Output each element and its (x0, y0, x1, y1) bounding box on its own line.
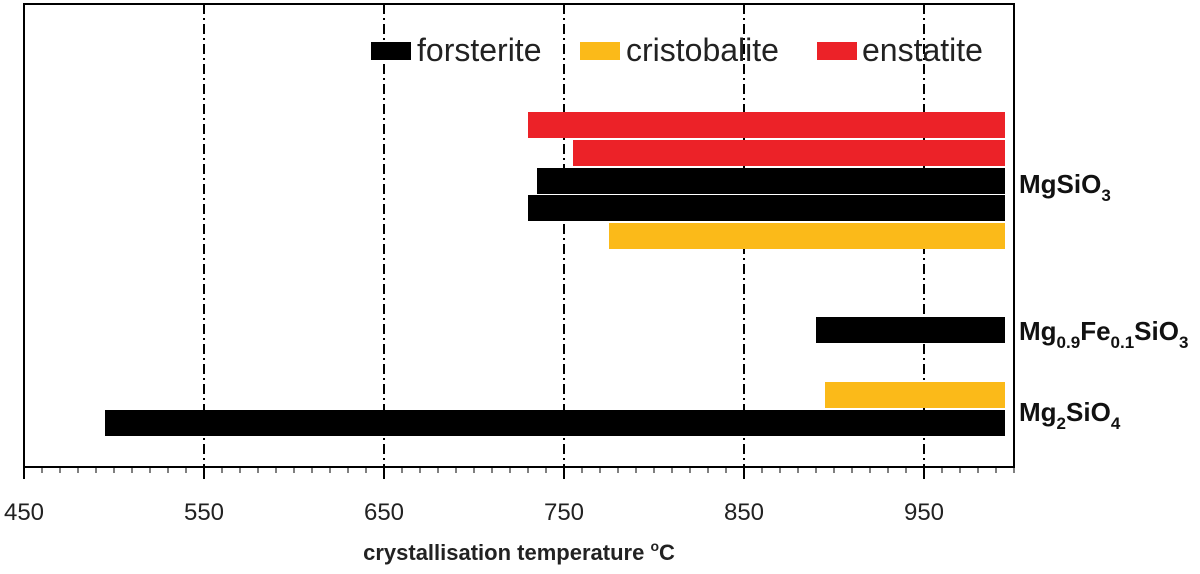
group-labels: MgSiO3 Mg0.9Fe0.1SiO3 Mg2SiO4 (1019, 169, 1188, 433)
x-tick-label-650: 650 (364, 499, 404, 526)
x-tick-label-450: 450 (4, 499, 44, 526)
x-axis-ticks (23, 467, 1015, 479)
group-label-mgsio3: MgSiO3 (1019, 169, 1111, 205)
legend-swatch-enstatite (817, 42, 857, 60)
x-tick-label-550: 550 (184, 499, 224, 526)
x-tick-label-850: 850 (724, 499, 764, 526)
x-tick-label-950: 950 (904, 499, 944, 526)
axes (23, 3, 1015, 479)
x-axis-title: crystallisation temperature oC (363, 538, 675, 565)
bar-mgsio3-enstatite (528, 112, 1005, 138)
bar-mg2sio4-forsterite (105, 410, 1005, 436)
legend-label-enstatite: enstatite (862, 32, 983, 68)
bar-mgsio3-forsterite (537, 168, 1005, 194)
bar-mg0-9fe0-1sio3-forsterite (816, 317, 1005, 343)
x-tick-label-750: 750 (544, 499, 584, 526)
legend-label-forsterite: forsterite (417, 32, 541, 68)
legend: forsterite cristobalite enstatite (371, 32, 983, 68)
group-label-mg2sio4: Mg2SiO4 (1019, 397, 1121, 433)
bar-mgsio3-cristobalite (609, 223, 1005, 249)
legend-swatch-forsterite (371, 42, 411, 60)
legend-swatch-cristobalite (580, 42, 620, 60)
legend-label-cristobalite: cristobalite (626, 32, 779, 68)
bars (105, 112, 1005, 436)
x-axis-tick-labels: 450 550 650 750 850 950 (4, 499, 944, 526)
bar-mgsio3-forsterite (528, 195, 1005, 221)
bar-mg2sio4-cristobalite (825, 382, 1005, 408)
plot-frame (23, 3, 1015, 468)
group-label-mg0-9fe0-1sio3: Mg0.9Fe0.1SiO3 (1019, 316, 1188, 352)
bar-mgsio3-enstatite (573, 140, 1005, 166)
